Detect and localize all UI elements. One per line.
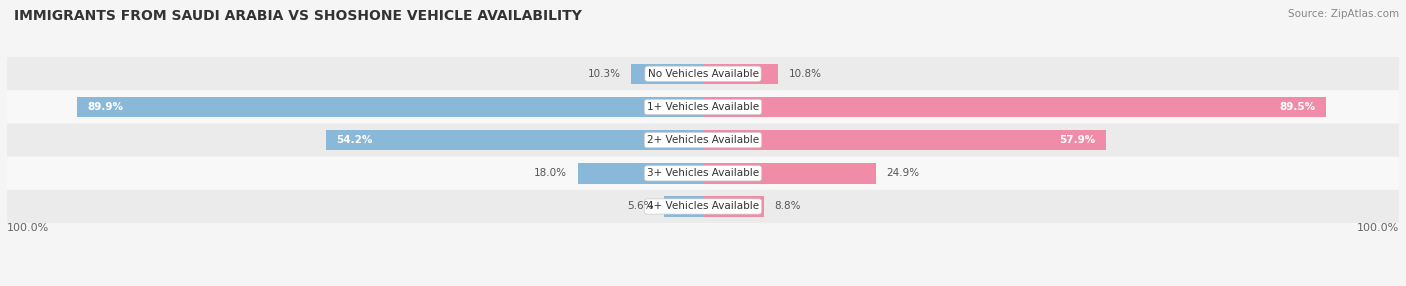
Bar bbox=[664, 196, 703, 217]
Bar bbox=[703, 63, 778, 84]
Bar bbox=[578, 163, 703, 184]
FancyBboxPatch shape bbox=[7, 157, 1399, 190]
Bar bbox=[326, 130, 703, 150]
Text: 89.5%: 89.5% bbox=[1279, 102, 1316, 112]
Bar bbox=[631, 63, 703, 84]
Bar bbox=[703, 196, 765, 217]
Text: 24.9%: 24.9% bbox=[887, 168, 920, 178]
Text: 18.0%: 18.0% bbox=[534, 168, 567, 178]
FancyBboxPatch shape bbox=[7, 57, 1399, 90]
Text: 1+ Vehicles Available: 1+ Vehicles Available bbox=[647, 102, 759, 112]
Bar bbox=[703, 163, 876, 184]
Text: 4+ Vehicles Available: 4+ Vehicles Available bbox=[647, 202, 759, 211]
Text: 100.0%: 100.0% bbox=[1357, 223, 1399, 233]
Text: 5.6%: 5.6% bbox=[627, 202, 654, 211]
Bar bbox=[703, 97, 1326, 117]
Text: 10.3%: 10.3% bbox=[588, 69, 621, 79]
Text: 3+ Vehicles Available: 3+ Vehicles Available bbox=[647, 168, 759, 178]
FancyBboxPatch shape bbox=[7, 90, 1399, 124]
Text: Source: ZipAtlas.com: Source: ZipAtlas.com bbox=[1288, 9, 1399, 19]
Bar bbox=[703, 130, 1107, 150]
FancyBboxPatch shape bbox=[7, 124, 1399, 157]
Bar bbox=[77, 97, 703, 117]
Text: 89.9%: 89.9% bbox=[87, 102, 124, 112]
Text: No Vehicles Available: No Vehicles Available bbox=[648, 69, 758, 79]
Text: 100.0%: 100.0% bbox=[7, 223, 49, 233]
Text: 2+ Vehicles Available: 2+ Vehicles Available bbox=[647, 135, 759, 145]
Text: 57.9%: 57.9% bbox=[1059, 135, 1095, 145]
Text: 8.8%: 8.8% bbox=[775, 202, 801, 211]
Text: 10.8%: 10.8% bbox=[789, 69, 821, 79]
FancyBboxPatch shape bbox=[7, 190, 1399, 223]
Text: IMMIGRANTS FROM SAUDI ARABIA VS SHOSHONE VEHICLE AVAILABILITY: IMMIGRANTS FROM SAUDI ARABIA VS SHOSHONE… bbox=[14, 9, 582, 23]
Text: 54.2%: 54.2% bbox=[336, 135, 373, 145]
